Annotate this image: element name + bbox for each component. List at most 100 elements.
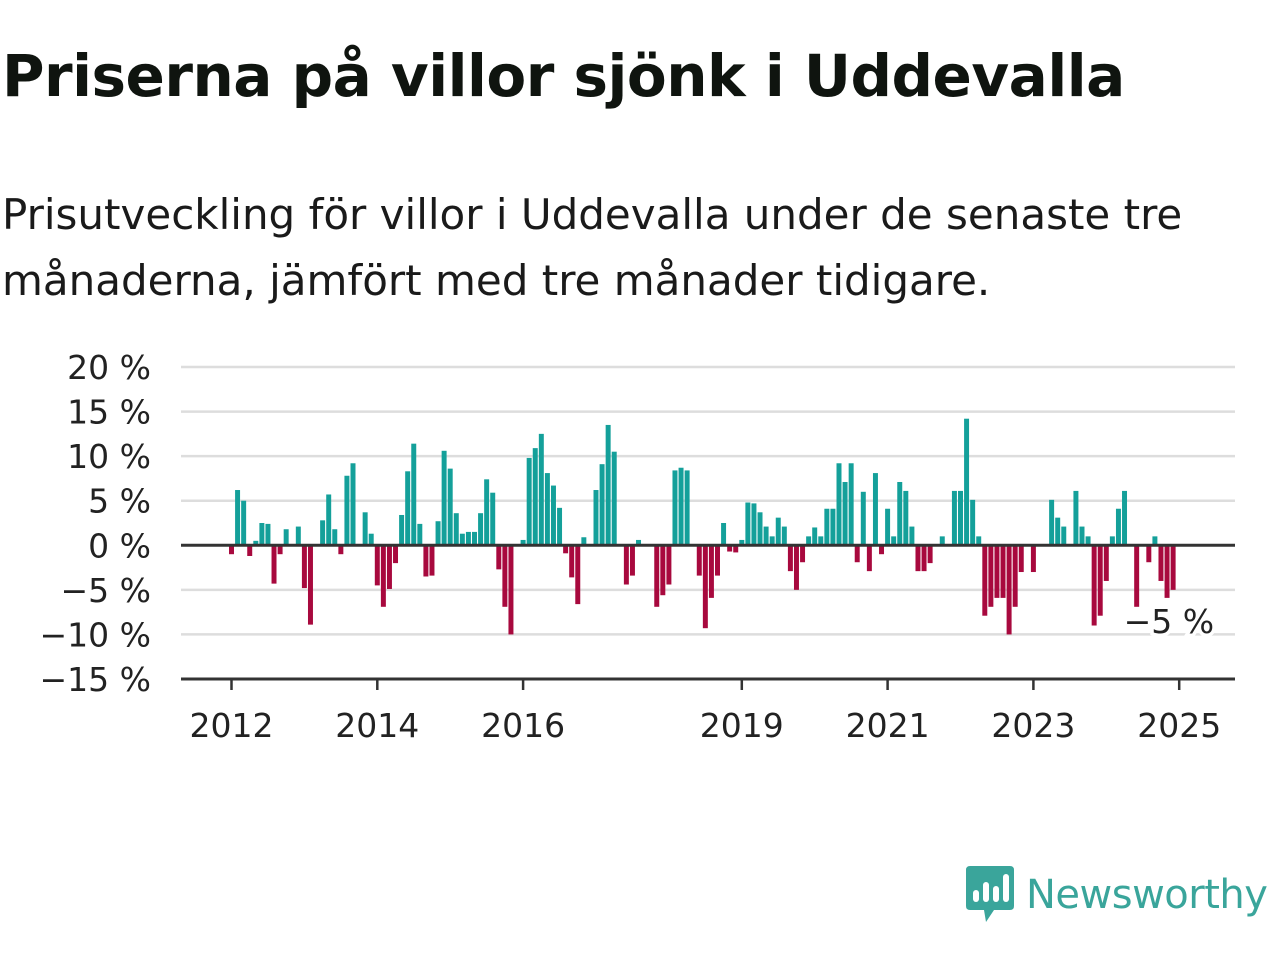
bar: [727, 545, 733, 552]
bar: [544, 473, 550, 546]
last-value-label: −5 %: [1124, 602, 1215, 641]
bar: [939, 536, 945, 546]
bar: [927, 545, 933, 564]
bar: [897, 481, 903, 546]
bar: [666, 545, 672, 585]
bar: [824, 508, 830, 546]
bar: [508, 545, 514, 635]
bar: [253, 540, 259, 546]
bar: [684, 470, 690, 546]
bar: [241, 500, 247, 546]
bar: [295, 526, 301, 546]
bar: [393, 545, 399, 564]
bar: [909, 526, 915, 546]
bar: [344, 475, 350, 546]
bar: [1152, 536, 1158, 546]
bar: [988, 545, 994, 607]
bar: [271, 545, 277, 584]
bar: [678, 467, 684, 546]
bar: [623, 545, 629, 585]
bar: [1000, 545, 1006, 598]
bar: [721, 523, 727, 546]
bar: [502, 545, 508, 607]
bar: [575, 545, 581, 605]
bar: [362, 512, 368, 546]
bar: [496, 545, 502, 570]
bar: [1146, 545, 1152, 563]
bar: [1103, 545, 1109, 581]
bar: [842, 481, 848, 546]
bar: [812, 527, 818, 546]
bar: [672, 470, 678, 546]
x-axis-tick-labels: 2012 2014 2016 2019 2021 2023 2025: [190, 679, 1221, 745]
y-tick-label: 15 %: [67, 393, 151, 432]
bar: [872, 473, 878, 546]
bar: [1012, 545, 1018, 607]
x-tick-label: 2023: [991, 706, 1075, 745]
bar: [1073, 490, 1079, 546]
bar: [399, 514, 405, 546]
bar: [636, 539, 642, 546]
bar: [793, 545, 799, 590]
bar: [739, 539, 745, 546]
bar: [1079, 526, 1085, 546]
bar: [921, 545, 927, 572]
bar: [526, 457, 532, 546]
y-tick-label: −15 %: [40, 660, 152, 699]
bar: [787, 545, 793, 572]
bar: [374, 545, 380, 586]
newsworthy-logo-icon: [966, 866, 1014, 922]
bar: [478, 513, 484, 546]
y-tick-label: 10 %: [67, 437, 151, 476]
bar: [885, 508, 891, 546]
bar: [429, 545, 435, 576]
bar: [860, 491, 866, 546]
bar: [958, 490, 963, 546]
bars: [229, 418, 1176, 635]
bar: [380, 545, 386, 607]
bar: [866, 545, 872, 572]
bar: [702, 545, 708, 629]
bar: [350, 463, 356, 546]
bar: [441, 450, 447, 546]
bar: [277, 545, 283, 555]
y-tick-label: −5 %: [61, 571, 152, 610]
bar: [964, 418, 970, 546]
annotations: −5 %: [1120, 598, 1218, 644]
y-tick-label: 0 %: [88, 526, 151, 565]
bar: [332, 529, 338, 546]
bar: [247, 545, 253, 556]
bar: [453, 513, 459, 546]
bar: [581, 537, 587, 546]
newsworthy-logo: Newsworthy: [964, 864, 1268, 926]
x-tick-label: 2021: [846, 706, 930, 745]
bar: [259, 523, 265, 546]
bar: [751, 503, 757, 546]
bar: [569, 545, 575, 578]
bar: [994, 545, 1000, 598]
bar: [532, 448, 538, 546]
bar: [733, 545, 739, 553]
bar: [484, 479, 490, 546]
axes: [181, 543, 1235, 681]
bar: [538, 433, 544, 546]
bar: [599, 464, 605, 546]
bar: [696, 545, 702, 576]
bar: [708, 545, 714, 598]
bar: [830, 508, 836, 546]
bar: [806, 536, 812, 546]
bar: [368, 533, 374, 546]
bar: [1134, 545, 1140, 607]
bar: [1122, 490, 1128, 546]
bar: [1049, 499, 1055, 546]
bar: [1109, 536, 1115, 546]
bar: [769, 536, 775, 546]
bar: [745, 502, 751, 546]
bar: [472, 531, 477, 546]
bar: [1115, 508, 1121, 546]
bar: [781, 526, 787, 546]
bar: [775, 517, 781, 546]
bar: [660, 545, 666, 596]
y-tick-label: −10 %: [40, 615, 152, 654]
bar: [1091, 545, 1097, 626]
